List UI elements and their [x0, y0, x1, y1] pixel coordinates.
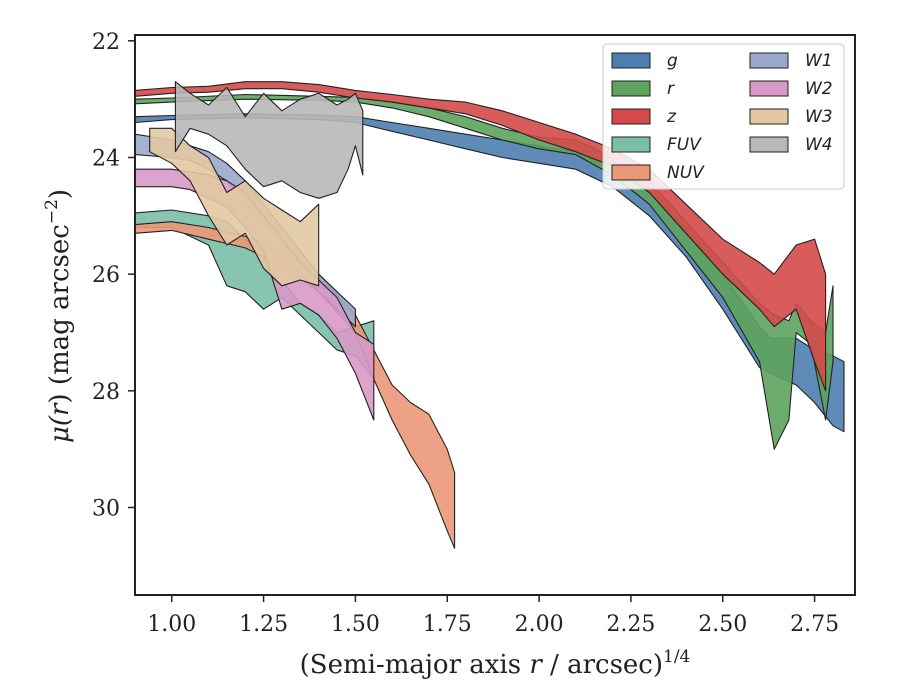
legend-swatch-g: [611, 52, 651, 69]
legend-label-W2: W2: [805, 79, 833, 99]
legend-label-g: g: [667, 51, 678, 71]
legend-label-W1: W1: [805, 51, 833, 71]
y-axis-label: μ(r) (mag arcsec−2): [42, 189, 75, 443]
legend-swatch-r: [611, 80, 651, 97]
y-tick-label: 30: [92, 497, 120, 522]
x-tick-label: 1.25: [239, 612, 288, 637]
x-axis: 1.00 1.25 1.50 1.75 2.00 2.25 2.50 2.75: [147, 595, 839, 637]
x-tick-label: 1.75: [423, 612, 472, 637]
legend-label-W4: W4: [805, 135, 833, 155]
band-r: [134, 93, 834, 450]
legend-label-FUV: FUV: [667, 135, 702, 155]
legend-label-z: z: [666, 107, 677, 127]
y-tick-label: 26: [92, 263, 120, 288]
band-W4: [174, 81, 364, 199]
y-axis: 22 24 26 28 30: [92, 30, 135, 522]
legend-box: [602, 43, 845, 190]
x-tick-label: 2.25: [606, 612, 655, 637]
legend: grz FUV NUV W1 W2 W3 W4: [602, 43, 845, 190]
y-tick-label: 22: [92, 30, 120, 55]
legend-label-W3: W3: [805, 107, 833, 127]
x-tick-label: 1.00: [147, 612, 196, 637]
legend-swatch-NUV: [611, 164, 651, 181]
x-tick-label: 2.75: [790, 612, 839, 637]
legend-label-r: r: [667, 79, 675, 99]
x-tick-label: 2.50: [698, 612, 747, 637]
y-tick-label: 28: [92, 380, 120, 405]
x-tick-label: 1.50: [331, 612, 380, 637]
x-tick-label: 2.00: [515, 612, 564, 637]
band-z: [134, 81, 827, 392]
legend-swatch-W4: [749, 136, 789, 153]
series-bands: [134, 81, 845, 549]
legend-swatch-W1: [749, 52, 789, 69]
y-tick-label: 24: [92, 147, 120, 172]
legend-swatch-W3: [749, 108, 789, 125]
plot-frame: [134, 34, 856, 596]
x-axis-label: (Semi-major axis r / arcsec)1/4: [300, 647, 691, 680]
legend-label-NUV: NUV: [667, 163, 705, 183]
legend-swatch-W2: [749, 80, 789, 97]
band-W3: [149, 127, 320, 287]
legend-swatch-z: [611, 108, 651, 125]
legend-swatch-FUV: [611, 136, 651, 153]
band-g: [134, 113, 845, 433]
